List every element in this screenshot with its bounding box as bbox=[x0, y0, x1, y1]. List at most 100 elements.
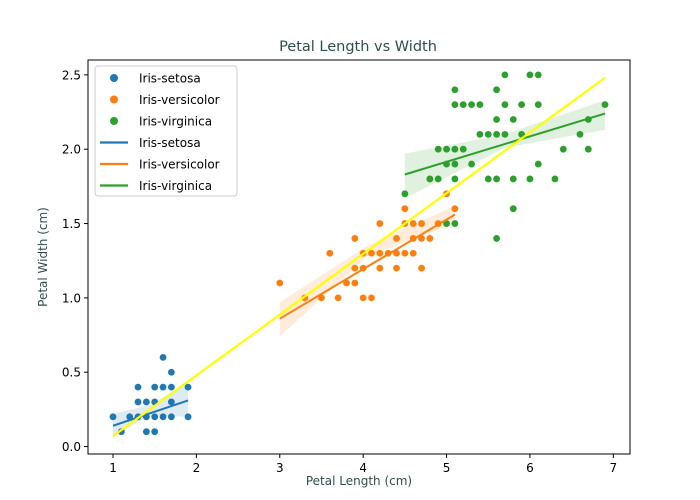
x-axis-label: Petal Length (cm) bbox=[306, 474, 412, 488]
iris-versicolor-point bbox=[401, 249, 409, 257]
iris-virginica-point bbox=[451, 220, 459, 227]
y-tick-label: 2.5 bbox=[62, 68, 81, 82]
iris-virginica-point bbox=[576, 130, 584, 138]
iris-virginica-point bbox=[493, 130, 500, 138]
iris-setosa-point bbox=[151, 413, 159, 421]
iris-virginica-point bbox=[493, 116, 500, 123]
iris-virginica-point bbox=[434, 175, 442, 183]
legend-marker-iris-setosa bbox=[110, 74, 118, 82]
iris-virginica-point bbox=[484, 130, 492, 138]
x-tick-label: 3 bbox=[276, 461, 284, 475]
iris-virginica-point bbox=[451, 86, 459, 94]
iris-versicolor-point bbox=[401, 205, 409, 213]
iris-versicolor-point bbox=[451, 205, 459, 213]
iris-virginica-point bbox=[526, 175, 534, 183]
iris-versicolor-point bbox=[318, 294, 325, 302]
iris-virginica-point bbox=[451, 145, 459, 153]
iris-versicolor-point bbox=[334, 294, 342, 302]
iris-setosa-point bbox=[151, 428, 159, 436]
x-tick-label: 6 bbox=[526, 461, 534, 475]
legend-box bbox=[94, 65, 238, 197]
x-tick-label: 7 bbox=[610, 461, 618, 475]
y-tick-label: 2.0 bbox=[62, 143, 81, 157]
iris-virginica-point bbox=[501, 130, 509, 138]
iris-setosa-point bbox=[167, 413, 175, 421]
iris-virginica-point bbox=[459, 101, 467, 109]
iris-versicolor-point bbox=[368, 249, 375, 257]
iris-virginica-point bbox=[451, 101, 459, 109]
iris-setosa-point bbox=[184, 413, 192, 421]
overall-fit-line bbox=[112, 76, 606, 438]
iris-virginica-point bbox=[476, 101, 484, 109]
iris-versicolor-point bbox=[409, 220, 417, 227]
legend-label-iris-setosa: Iris-setosa bbox=[139, 72, 201, 86]
iris-virginica-point bbox=[476, 130, 484, 138]
iris-versicolor-point bbox=[409, 249, 417, 257]
iris-versicolor-point bbox=[376, 220, 384, 227]
x-tick-label: 2 bbox=[193, 461, 201, 475]
iris-virginica-point bbox=[426, 175, 434, 183]
chart-title: Petal Length vs Width bbox=[279, 39, 437, 55]
iris-virginica-point bbox=[509, 116, 517, 123]
iris-setosa-point bbox=[184, 383, 192, 391]
legend-label-iris-virginica: Iris-virginica bbox=[139, 179, 212, 193]
legend-label-iris-versicolor: Iris-versicolor bbox=[139, 93, 220, 107]
y-tick-label: 1.0 bbox=[62, 291, 81, 305]
iris-virginica-point bbox=[468, 101, 475, 109]
iris-setosa-point bbox=[151, 383, 159, 391]
iris-setosa-point bbox=[159, 383, 167, 391]
iris-versicolor-point bbox=[418, 235, 425, 242]
x-tick-label: 1 bbox=[109, 461, 117, 475]
y-axis-label: Petal Width (cm) bbox=[36, 207, 50, 307]
iris-setosa-point bbox=[167, 383, 175, 391]
iris-setosa-point bbox=[167, 368, 175, 376]
iris-virginica-confidence-band bbox=[404, 100, 605, 199]
iris-virginica-point bbox=[401, 190, 409, 198]
iris-setosa-point bbox=[167, 398, 175, 406]
iris-virginica-point bbox=[518, 101, 525, 109]
x-tick-label: 4 bbox=[359, 461, 367, 475]
x-axis-ticks: 1 2 3 4 5 6 7 bbox=[109, 454, 617, 475]
y-tick-label: 0.0 bbox=[62, 440, 81, 454]
iris-setosa-point bbox=[134, 383, 142, 391]
iris-versicolor-point bbox=[393, 264, 400, 272]
iris-virginica-point bbox=[534, 71, 542, 79]
iris-virginica-point bbox=[601, 101, 609, 109]
plot-area-frame bbox=[87, 59, 631, 455]
legend-marker-iris-versicolor bbox=[110, 95, 118, 104]
x-tick-label: 5 bbox=[443, 461, 451, 475]
iris-setosa-point bbox=[142, 398, 150, 406]
iris-virginica-point bbox=[451, 160, 459, 168]
legend-label-iris-setosa: Iris-setosa bbox=[139, 136, 201, 150]
y-tick-label: 0.5 bbox=[62, 366, 81, 380]
iris-versicolor-point bbox=[368, 294, 375, 302]
iris-virginica-point bbox=[443, 145, 450, 153]
scatter-points bbox=[109, 71, 609, 436]
iris-versicolor-point bbox=[418, 220, 425, 227]
iris-virginica-point bbox=[509, 205, 517, 213]
legend-label-iris-virginica: Iris-virginica bbox=[139, 115, 212, 129]
iris-versicolor-point bbox=[359, 294, 367, 302]
iris-virginica-point bbox=[551, 175, 559, 183]
iris-virginica-point bbox=[451, 175, 459, 183]
iris-setosa-fit-line bbox=[112, 399, 189, 427]
iris-virginica-point bbox=[493, 175, 500, 183]
iris-virginica-point bbox=[584, 145, 592, 153]
iris-versicolor-point bbox=[351, 279, 359, 287]
iris-versicolor-point bbox=[393, 249, 400, 257]
iris-virginica-point bbox=[493, 235, 500, 242]
iris-versicolor-point bbox=[376, 249, 384, 257]
iris-versicolor-point bbox=[418, 264, 425, 272]
legend: Iris-setosa Iris-versicolor Iris-virginica… bbox=[94, 65, 238, 197]
iris-versicolor-point bbox=[393, 235, 400, 242]
iris-setosa-point bbox=[134, 398, 142, 406]
iris-versicolor-point bbox=[326, 249, 334, 257]
iris-virginica-point bbox=[459, 145, 467, 153]
iris-virginica-point bbox=[443, 220, 450, 227]
iris-virginica-point bbox=[509, 175, 517, 183]
iris-versicolor-point bbox=[426, 235, 434, 242]
iris-versicolor-point bbox=[343, 279, 350, 287]
iris-virginica-point bbox=[534, 160, 542, 168]
legend-label-iris-versicolor: Iris-versicolor bbox=[139, 158, 220, 172]
